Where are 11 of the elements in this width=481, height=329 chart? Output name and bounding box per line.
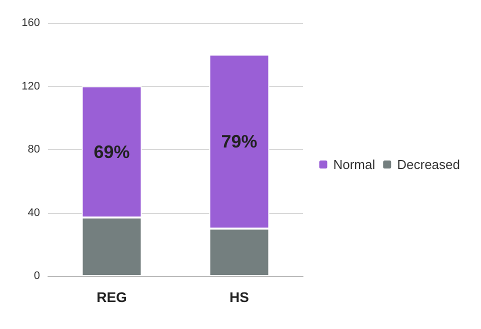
legend-label: Normal [333,157,376,172]
y-tick-label: 120 [22,80,40,92]
y-tick-label: 0 [34,270,40,282]
annotation: 79% [221,132,258,152]
legend-label: Decreased [397,157,460,172]
x-tick-label: REG [96,289,128,305]
y-tick-label: 80 [28,144,40,156]
annotation: 69% [94,142,130,162]
y-tick-label: 160 [22,17,40,29]
y-tick-label: 40 [28,206,40,219]
x-tick-label: HS [230,289,249,305]
